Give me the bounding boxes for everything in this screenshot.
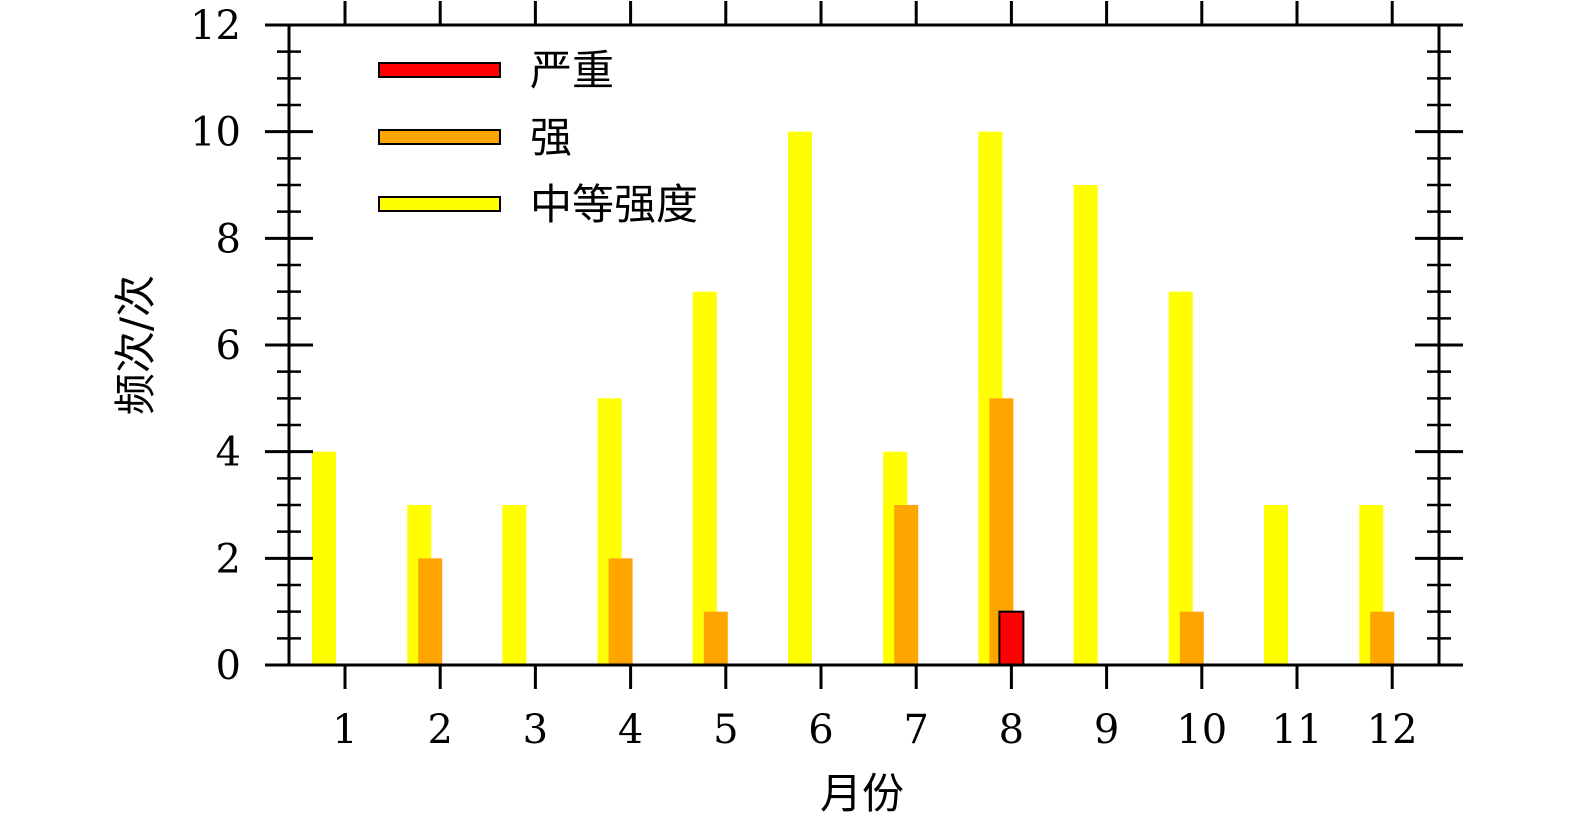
y-axis-label: 频次/次 (111, 275, 160, 415)
bars (312, 131, 1395, 667)
legend-swatch-1 (378, 62, 501, 78)
x-tick-label: 9 (1094, 707, 1119, 753)
bar-1-10 (1168, 291, 1193, 665)
x-tick-label: 3 (523, 707, 548, 753)
y-tick-label: 10 (190, 110, 241, 156)
x-tick-label: 11 (1272, 707, 1323, 753)
bar-2-10 (1179, 611, 1204, 665)
bar-2-4 (608, 558, 633, 665)
x-tick-label: 12 (1367, 707, 1418, 753)
bar-1-1 (312, 451, 336, 665)
legend-swatch-3 (378, 196, 501, 212)
bar-2-12 (1370, 611, 1395, 665)
bar-3-8 (998, 610, 1025, 667)
legend-label-3: 中等强度 (530, 180, 698, 229)
legend-label-1: 严重 (530, 46, 614, 95)
y-tick-label: 0 (216, 643, 241, 689)
x-tick-label: 10 (1176, 707, 1227, 753)
x-tick-label: 5 (713, 707, 738, 753)
bar-1-5 (692, 291, 717, 665)
x-tick-label: 6 (808, 707, 833, 753)
bar-1-6 (788, 131, 812, 665)
y-tick-label: 6 (216, 323, 241, 369)
y-tick-label: 12 (190, 3, 241, 49)
bar-2-7 (894, 505, 919, 665)
bar-1-9 (1073, 185, 1098, 665)
legend-swatch-2 (378, 129, 501, 145)
x-tick-label: 7 (903, 707, 928, 753)
x-tick-label: 1 (332, 707, 357, 753)
y-tick-label: 2 (216, 536, 241, 582)
legend-label-2: 强 (530, 113, 572, 162)
x-tick-label: 4 (618, 707, 643, 753)
y-tick-label: 8 (216, 216, 241, 262)
x-tick-label: 8 (999, 707, 1024, 753)
x-axis-label: 月份 (820, 769, 904, 818)
bar-2-2 (418, 558, 443, 665)
bar-2-5 (703, 611, 728, 665)
y-tick-label: 4 (216, 430, 241, 476)
x-tick-label: 2 (427, 707, 452, 753)
bar-1-11 (1264, 505, 1288, 665)
bar-1-3 (502, 505, 527, 665)
